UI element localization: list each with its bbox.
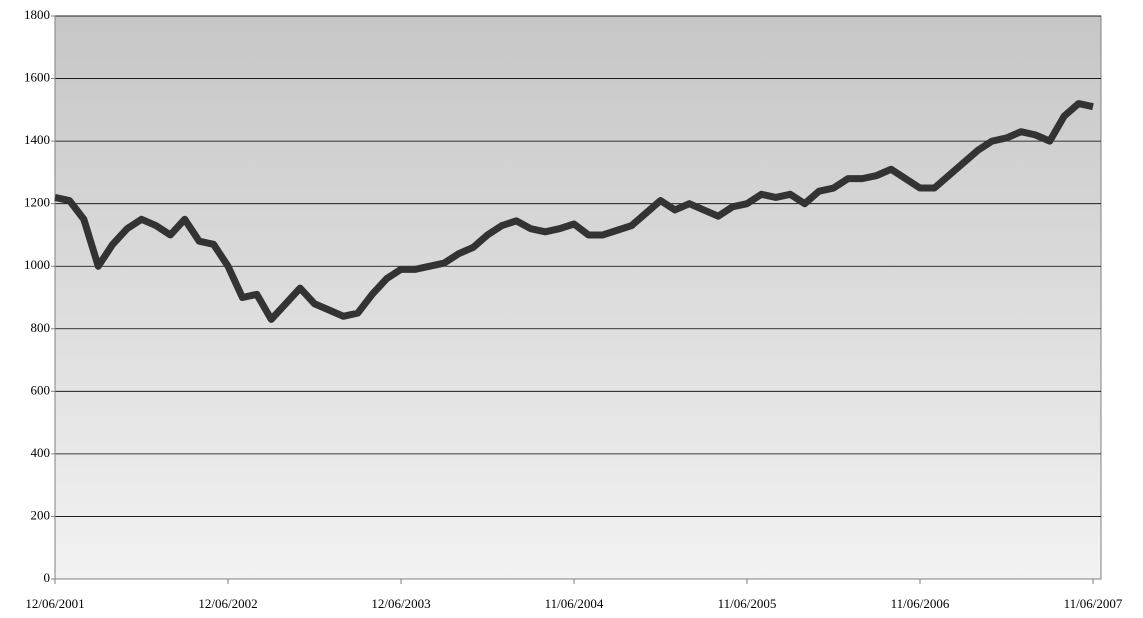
y-tick-label: 1600 <box>24 70 50 85</box>
line-series <box>54 100 1094 323</box>
x-tick-label: 11/06/2005 <box>718 596 777 611</box>
x-tick-label: 12/06/2001 <box>25 596 84 611</box>
y-tick-label: 1800 <box>24 7 50 22</box>
x-tick-label: 11/06/2006 <box>891 596 950 611</box>
x-tick-label: 12/06/2003 <box>371 596 430 611</box>
y-tick-label: 1000 <box>24 257 50 272</box>
y-tick-label: 600 <box>31 382 51 397</box>
y-tick-label: 1400 <box>24 132 50 147</box>
y-tick-label: 0 <box>44 570 51 585</box>
y-tick-label: 1200 <box>24 195 50 210</box>
x-tick-label: 12/06/2002 <box>198 596 257 611</box>
y-tick-label: 800 <box>31 320 51 335</box>
plot-area <box>54 15 1102 580</box>
y-tick-label: 200 <box>31 507 51 522</box>
x-tick-label: 11/06/2004 <box>545 596 604 611</box>
y-tick-label: 400 <box>31 445 51 460</box>
x-tick-label: 11/06/2007 <box>1064 596 1123 611</box>
